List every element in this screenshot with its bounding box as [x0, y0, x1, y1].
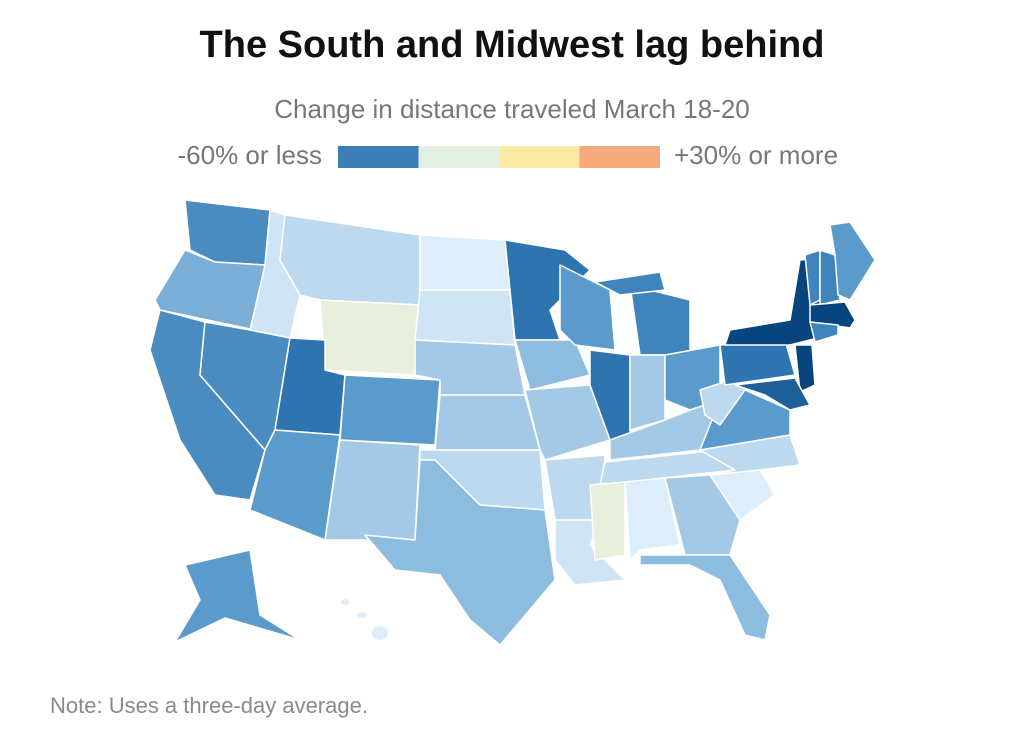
- legend-swatch: [418, 146, 499, 168]
- state: [524, 384, 611, 461]
- state: [589, 481, 626, 561]
- legend-swatch: [579, 146, 660, 168]
- state: [414, 289, 516, 346]
- state: [629, 284, 691, 356]
- state: [174, 549, 301, 643]
- state: [594, 271, 666, 296]
- state: [364, 459, 556, 646]
- state: [734, 377, 811, 411]
- state: [559, 264, 616, 351]
- legend-low-label: -60% or less: [178, 140, 323, 170]
- subtitle: Change in distance traveled March 18-20: [274, 94, 750, 124]
- state: [719, 339, 796, 386]
- state: [664, 474, 741, 556]
- state: [829, 221, 876, 301]
- note: Note: Uses a three-day average.: [50, 693, 368, 718]
- state: [629, 354, 666, 431]
- title: The South and Midwest lag behind: [200, 24, 825, 66]
- state: [794, 344, 816, 393]
- state: [339, 374, 441, 446]
- state: [249, 429, 341, 541]
- state: [809, 321, 839, 343]
- state: [624, 477, 681, 561]
- state: [279, 214, 421, 306]
- state: [434, 394, 541, 451]
- state: [809, 301, 856, 329]
- us-map: [149, 199, 876, 646]
- state: [324, 439, 421, 541]
- state: [639, 554, 771, 641]
- state: [372, 626, 388, 640]
- state: [514, 339, 591, 391]
- legend-swatch: [338, 146, 419, 168]
- state: [341, 599, 349, 605]
- state: [357, 612, 367, 618]
- legend-swatches: [338, 146, 660, 168]
- state: [419, 234, 511, 291]
- state: [319, 299, 421, 376]
- legend-high-label: +30% or more: [674, 140, 838, 170]
- legend-swatch: [499, 146, 580, 168]
